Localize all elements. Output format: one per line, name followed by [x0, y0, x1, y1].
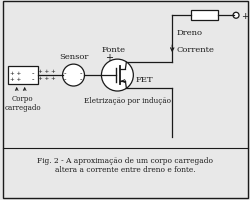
Bar	[8, 67, 38, 85]
Text: Fonte: Fonte	[102, 46, 126, 54]
Text: -: -	[32, 70, 34, 76]
Text: Corrente: Corrente	[176, 45, 214, 53]
Text: Corpo
carregado: Corpo carregado	[4, 95, 41, 112]
Circle shape	[62, 65, 84, 87]
Text: -: -	[64, 76, 66, 82]
Text: FET: FET	[135, 76, 153, 84]
Text: + +: + +	[10, 70, 21, 75]
Text: +: +	[106, 53, 114, 63]
Text: Sensor: Sensor	[59, 53, 88, 61]
Text: + +: + +	[10, 76, 21, 81]
Bar	[191, 11, 218, 21]
Text: +: +	[241, 12, 248, 21]
Text: + + +: + + +	[38, 68, 56, 73]
Text: -: -	[32, 76, 34, 82]
Text: -: -	[64, 70, 66, 76]
Text: Fig. 2 - A aproximação de um corpo carregado
altera a corrente entre dreno e fon: Fig. 2 - A aproximação de um corpo carre…	[37, 156, 213, 174]
Text: -: -	[80, 70, 82, 76]
Text: -: -	[80, 76, 82, 82]
Text: Dreno: Dreno	[176, 29, 202, 37]
Text: + + +: + + +	[38, 75, 56, 80]
Text: Eletrização por indução: Eletrização por indução	[84, 97, 171, 104]
Circle shape	[233, 13, 239, 19]
Circle shape	[102, 60, 133, 92]
